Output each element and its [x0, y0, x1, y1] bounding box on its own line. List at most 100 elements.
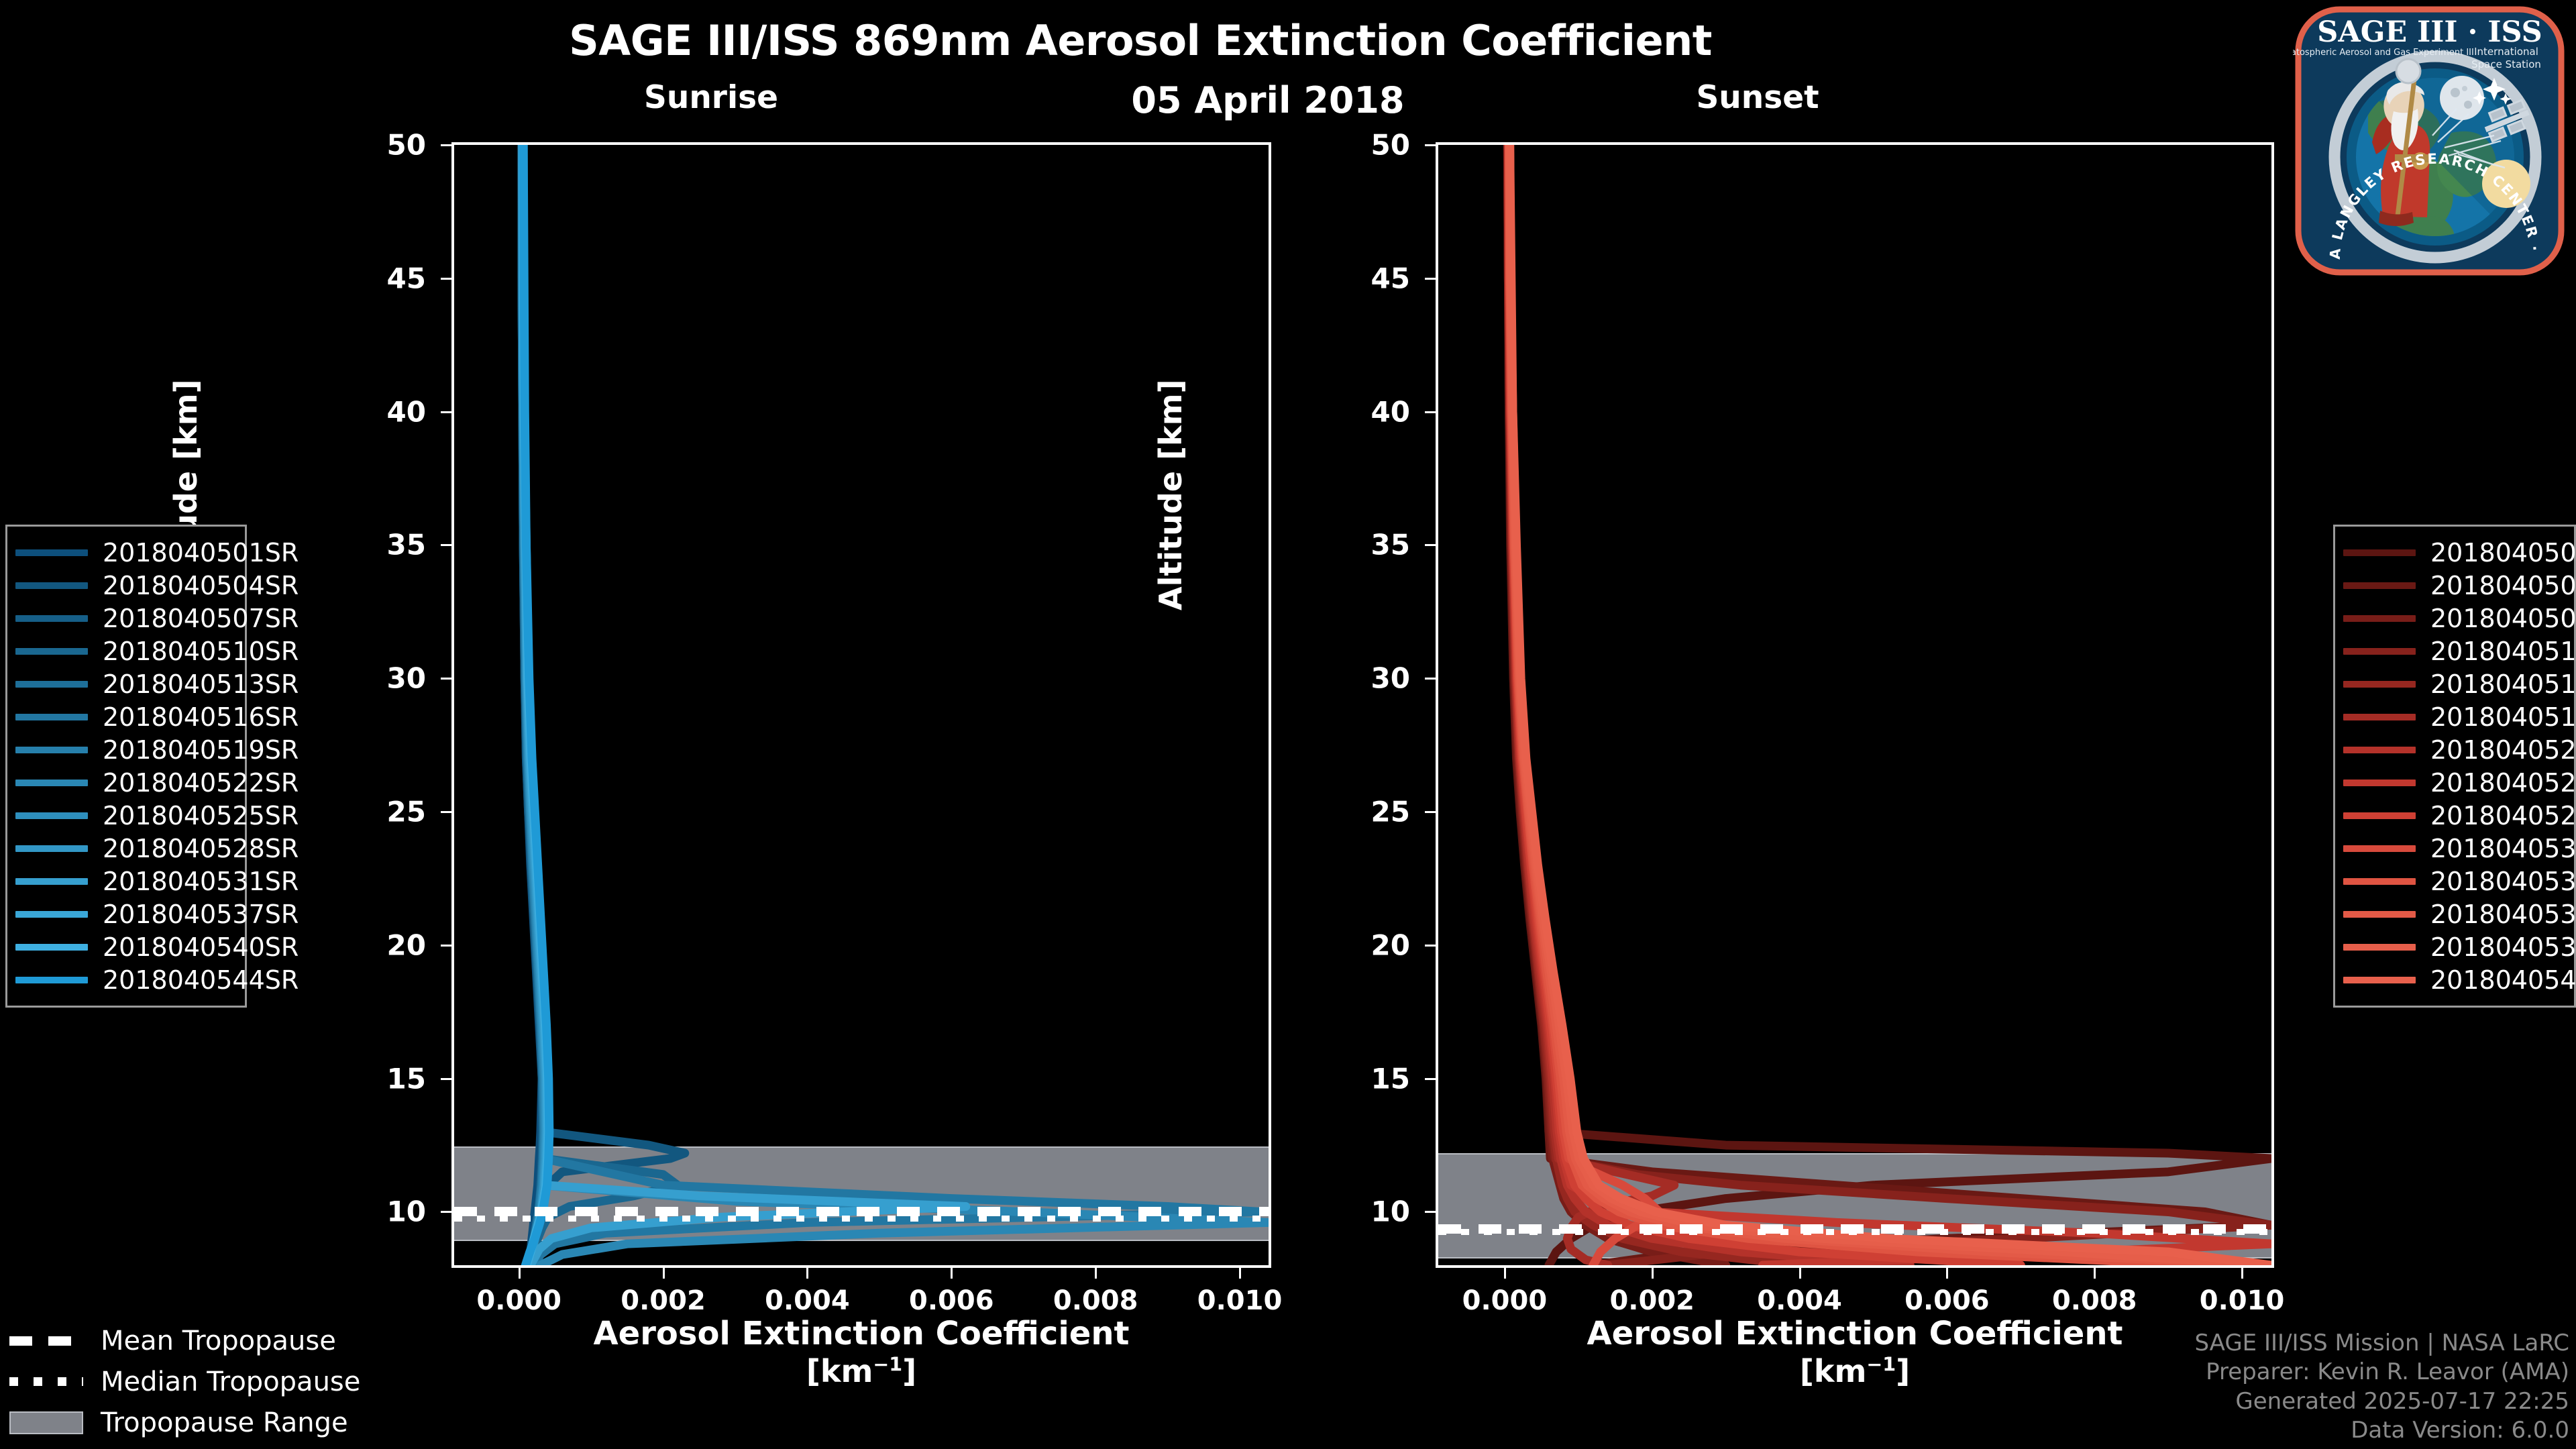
legend-item[interactable]: 2018040539SS [2343, 930, 2576, 963]
y-axis-tick [441, 544, 451, 547]
legend-item[interactable]: 2018040507SR [15, 602, 299, 635]
legend-item[interactable]: 2018040515SS [2343, 667, 2576, 700]
credit-line-preparer: Preparer: Kevin R. Leavor (AMA) [2206, 1358, 2569, 1386]
legend-item-label: 2018040521SS [2430, 735, 2576, 765]
sunset-plot-area [1436, 142, 2274, 1268]
legend-item[interactable]: 2018040528SR [15, 832, 299, 865]
x-axis-tick [1095, 1268, 1097, 1279]
series-line [1503, 145, 2271, 1265]
legend-item[interactable]: 2018040544SR [15, 963, 299, 996]
legend-item-label: 2018040504SR [103, 570, 299, 600]
legend-color-swatch [2343, 943, 2416, 951]
sunrise-legend[interactable]: 2018040501SR 2018040504SR 2018040507SR 2018… [5, 525, 299, 1008]
y-axis-tick-label: 30 [1371, 661, 1410, 695]
legend-item[interactable]: 2018040530SS [2343, 832, 2576, 865]
y-axis-tick [1425, 1077, 1436, 1080]
legend-item[interactable]: 2018040510SR [15, 635, 299, 667]
x-axis-tick-label: 0.002 [621, 1285, 706, 1316]
series-line [517, 145, 1266, 1265]
legend-color-swatch [15, 680, 88, 688]
legend-item[interactable]: 2018040525SR [15, 799, 299, 832]
x-axis-tick [662, 1268, 665, 1279]
y-axis-tick-label: 45 [1371, 262, 1410, 295]
series-line [1505, 145, 1664, 1265]
legend-item[interactable]: 2018040540SR [15, 930, 299, 963]
legend-item[interactable]: 2018040537SR [15, 898, 299, 930]
sunrise-series-group [517, 145, 1269, 1265]
series-line [1505, 145, 2210, 1265]
legend-item-label: 2018040503SS [2430, 537, 2576, 568]
series-line [1503, 145, 2271, 1265]
x-axis-tick-label: 0.000 [476, 1285, 561, 1316]
legend-item-label: 2018040510SR [103, 636, 299, 666]
date-label: 05 April 2018 [1131, 79, 1405, 121]
legend-item-label: 2018040525SR [103, 800, 299, 830]
x-axis-tick [518, 1268, 521, 1279]
x-axis-tick-label: 0.004 [765, 1285, 850, 1316]
y-axis-tick [1425, 944, 1436, 947]
series-line [1505, 145, 2271, 1265]
median-tropopause-line [1438, 1229, 2271, 1236]
sunrise-x-axis-title-text: Aerosol Extinction Coefficient [593, 1315, 1130, 1352]
legend-item[interactable]: 2018040501SR [15, 536, 299, 569]
y-axis-tick-label: 35 [386, 528, 426, 561]
legend-item[interactable]: 2018040516SR [15, 700, 299, 733]
legend-item[interactable]: 2018040519SR [15, 733, 299, 766]
y-axis-tick [441, 411, 451, 413]
legend-item[interactable]: 2018040522SR [15, 766, 299, 799]
sunset-legend[interactable]: 2018040503SS2018040506SS2018040509SS2018… [2333, 525, 2576, 1008]
y-axis-tick [441, 1077, 451, 1080]
y-axis-tick [1425, 544, 1436, 547]
legend-item-label: 2018040542SS [2430, 965, 2576, 995]
legend-item[interactable]: 2018040518SS [2343, 700, 2576, 733]
y-axis-tick [1425, 811, 1436, 814]
legend-item-label: 2018040513SR [103, 669, 299, 699]
legend-item[interactable]: 2018040503SS [2343, 536, 2576, 569]
legend-item[interactable]: 2018040524SS [2343, 766, 2576, 799]
legend-color-swatch [15, 877, 88, 885]
legend-item-label: 2018040539SS [2430, 932, 2576, 962]
sunset-series-group [1503, 145, 2271, 1265]
y-axis-tick [1425, 411, 1436, 413]
legend-color-swatch [2343, 746, 2416, 753]
series-line [1503, 145, 2271, 1265]
sunrise-plot-clip [454, 145, 1269, 1265]
credit-block: SAGE III/ISS Mission | NASA LaRC Prepare… [2194, 1329, 2569, 1445]
tropopause-legend: Mean Tropopause Median Tropopause Tropop… [9, 1320, 360, 1443]
legend-color-swatch [15, 812, 88, 819]
legend-item[interactable]: 2018040531SR [15, 865, 299, 898]
legend-color-swatch [15, 746, 88, 753]
legend-item[interactable]: 2018040521SS [2343, 733, 2576, 766]
credit-line-generated: Generated 2025-07-17 22:25 [2235, 1387, 2569, 1415]
x-axis-tick [2094, 1268, 2096, 1279]
y-axis-tick [441, 1211, 451, 1214]
legend-item[interactable]: 2018040512SS [2343, 635, 2576, 667]
legend-item[interactable]: 2018040506SS [2343, 569, 2576, 602]
x-axis-tick-label: 0.002 [1609, 1285, 1695, 1316]
y-axis-tick [441, 678, 451, 680]
median-tropopause-line-icon [9, 1377, 83, 1386]
legend-item[interactable]: 2018040542SS [2343, 963, 2576, 996]
credit-line-version: Data Version: 6.0.0 [2351, 1416, 2569, 1444]
median-tropopause-line [454, 1216, 1269, 1222]
legend-item[interactable]: 2018040509SS [2343, 602, 2576, 635]
logo-subtitle-right-line2: Space Station [2471, 58, 2541, 70]
legend-color-swatch [2343, 549, 2416, 556]
legend-color-swatch [15, 614, 88, 622]
legend-color-swatch [2343, 647, 2416, 655]
legend-color-swatch [15, 779, 88, 786]
legend-item[interactable]: 2018040533SS [2343, 865, 2576, 898]
x-axis-tick-label: 0.006 [1904, 1285, 1990, 1316]
x-axis-tick-label: 0.010 [1197, 1285, 1283, 1316]
y-axis-tick [441, 811, 451, 814]
x-axis-tick [806, 1268, 809, 1279]
legend-item[interactable]: 2018040527SS [2343, 799, 2576, 832]
y-axis-tick-label: 15 [386, 1062, 426, 1095]
legend-item[interactable]: 2018040504SR [15, 569, 299, 602]
series-line [518, 145, 1269, 1265]
legend-item-label: 2018040512SS [2430, 636, 2576, 666]
legend-item[interactable]: 2018040513SR [15, 667, 299, 700]
page-title: SAGE III/ISS 869nm Aerosol Extinction Co… [569, 16, 1712, 65]
legend-item[interactable]: 2018040536SS [2343, 898, 2576, 930]
series-line [1505, 145, 2271, 1265]
